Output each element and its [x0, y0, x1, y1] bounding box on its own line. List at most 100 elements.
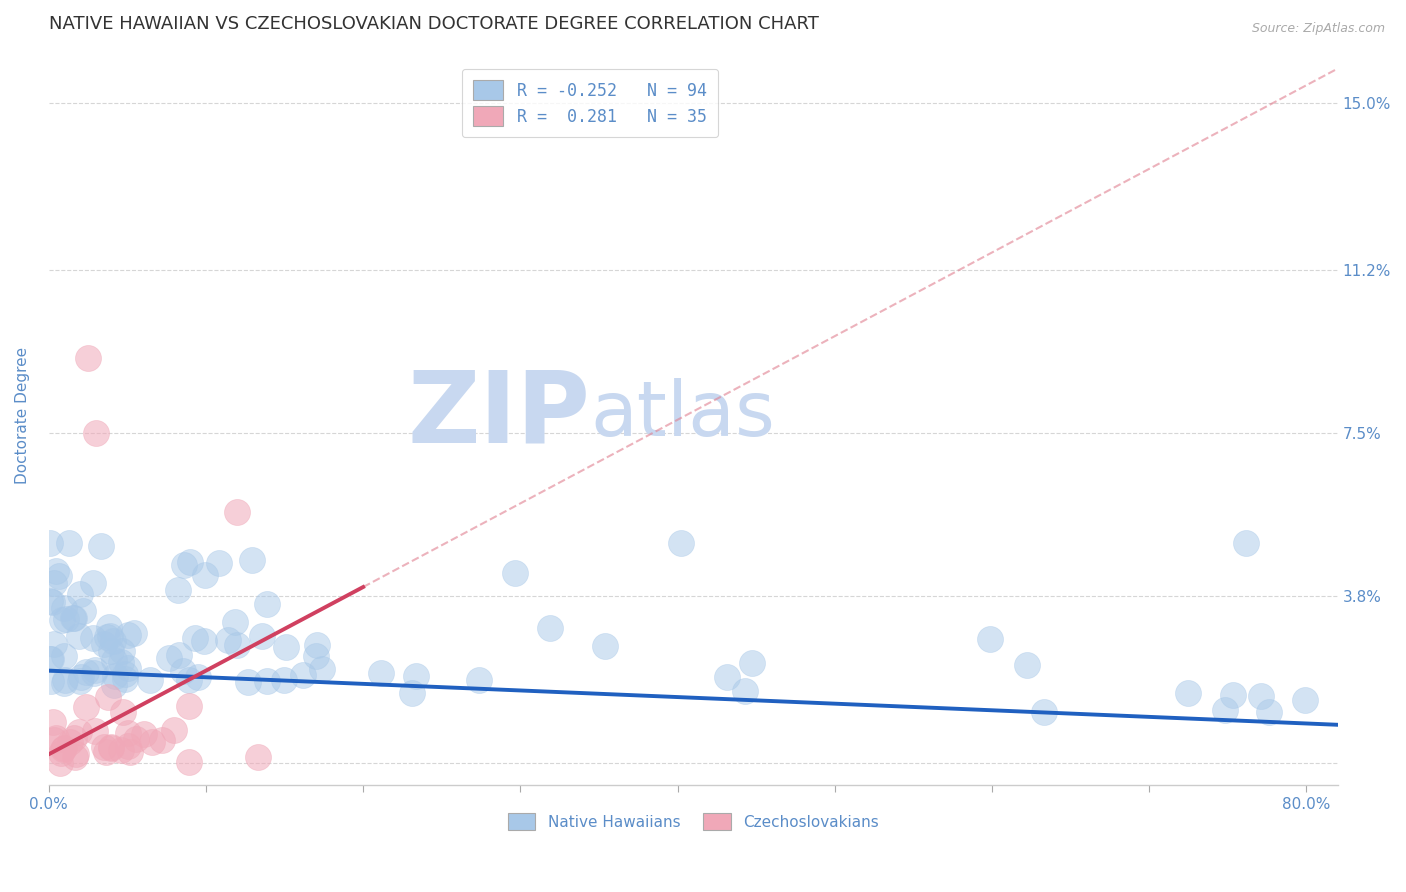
Point [103, 678, 125, 692]
Point [1213, 702, 1236, 716]
Point [979, 632, 1001, 647]
Point [44, 637, 66, 651]
Point [111, 644, 134, 658]
Point [157, 651, 180, 665]
Point [100, 739, 122, 754]
Point [246, 750, 269, 764]
Point [184, 631, 207, 645]
Point [42, 714, 65, 729]
Point [167, 582, 190, 597]
Point [96, 746, 118, 760]
Point [104, 668, 127, 682]
Point [150, 732, 173, 747]
Point [734, 684, 756, 698]
Point [114, 673, 136, 687]
Point [69, 586, 91, 600]
Point [177, 755, 200, 769]
Point [100, 644, 122, 658]
Point [1234, 536, 1257, 550]
Point [593, 639, 616, 653]
Point [401, 686, 423, 700]
Point [305, 649, 328, 664]
Point [167, 648, 190, 663]
Point [217, 632, 239, 647]
Point [83, 663, 105, 677]
Point [110, 655, 132, 669]
Point [90, 539, 112, 553]
Text: NATIVE HAWAIIAN VS CZECHOSLOVAKIAN DOCTORATE DEGREE CORRELATION CHART: NATIVE HAWAIIAN VS CZECHOSLOVAKIAN DOCTO… [49, 15, 818, 33]
Point [669, 536, 692, 550]
Point [45, 731, 67, 745]
Point [100, 741, 122, 756]
Point [741, 656, 763, 670]
Point [39, 652, 62, 666]
Point [1015, 658, 1038, 673]
Point [77, 351, 100, 366]
Point [208, 557, 231, 571]
Point [39, 594, 62, 608]
Point [52, 601, 75, 615]
Y-axis label: Doctorate Degree: Doctorate Degree [15, 347, 30, 484]
Point [117, 726, 139, 740]
Point [242, 553, 264, 567]
Point [716, 670, 738, 684]
Point [172, 664, 194, 678]
Point [67, 629, 90, 643]
Point [122, 625, 145, 640]
Point [1250, 689, 1272, 703]
Point [110, 743, 132, 757]
Point [538, 621, 561, 635]
Point [44, 733, 66, 747]
Point [179, 698, 201, 713]
Point [292, 668, 315, 682]
Point [42, 575, 65, 590]
Point [193, 634, 215, 648]
Point [276, 640, 298, 654]
Point [1033, 705, 1056, 719]
Point [58, 536, 80, 550]
Point [39, 673, 62, 688]
Legend: Native Hawaiians, Czechoslovakians: Native Hawaiians, Czechoslovakians [502, 806, 884, 837]
Point [41, 595, 63, 609]
Point [55, 612, 77, 626]
Point [82, 575, 104, 590]
Point [63, 731, 86, 746]
Point [39, 652, 62, 666]
Point [186, 670, 208, 684]
Point [51, 746, 73, 760]
Point [114, 666, 136, 681]
Text: ZIP: ZIP [408, 367, 591, 464]
Point [503, 566, 526, 581]
Point [226, 505, 249, 519]
Point [173, 558, 195, 572]
Point [370, 665, 392, 680]
Point [53, 675, 76, 690]
Point [1294, 693, 1316, 707]
Point [52, 742, 75, 756]
Point [69, 670, 91, 684]
Point [225, 639, 247, 653]
Point [51, 613, 73, 627]
Point [97, 620, 120, 634]
Point [83, 666, 105, 681]
Point [1222, 688, 1244, 702]
Point [93, 739, 115, 754]
Point [48, 569, 70, 583]
Point [117, 661, 139, 675]
Point [256, 597, 278, 611]
Point [307, 638, 329, 652]
Point [120, 745, 142, 759]
Point [84, 724, 107, 739]
Point [65, 750, 87, 764]
Point [256, 674, 278, 689]
Text: Source: ZipAtlas.com: Source: ZipAtlas.com [1251, 22, 1385, 36]
Point [96, 630, 118, 644]
Point [49, 756, 72, 770]
Point [311, 663, 333, 677]
Point [273, 673, 295, 688]
Point [163, 723, 186, 738]
Point [72, 604, 94, 618]
Point [111, 706, 134, 720]
Point [238, 675, 260, 690]
Point [62, 611, 84, 625]
